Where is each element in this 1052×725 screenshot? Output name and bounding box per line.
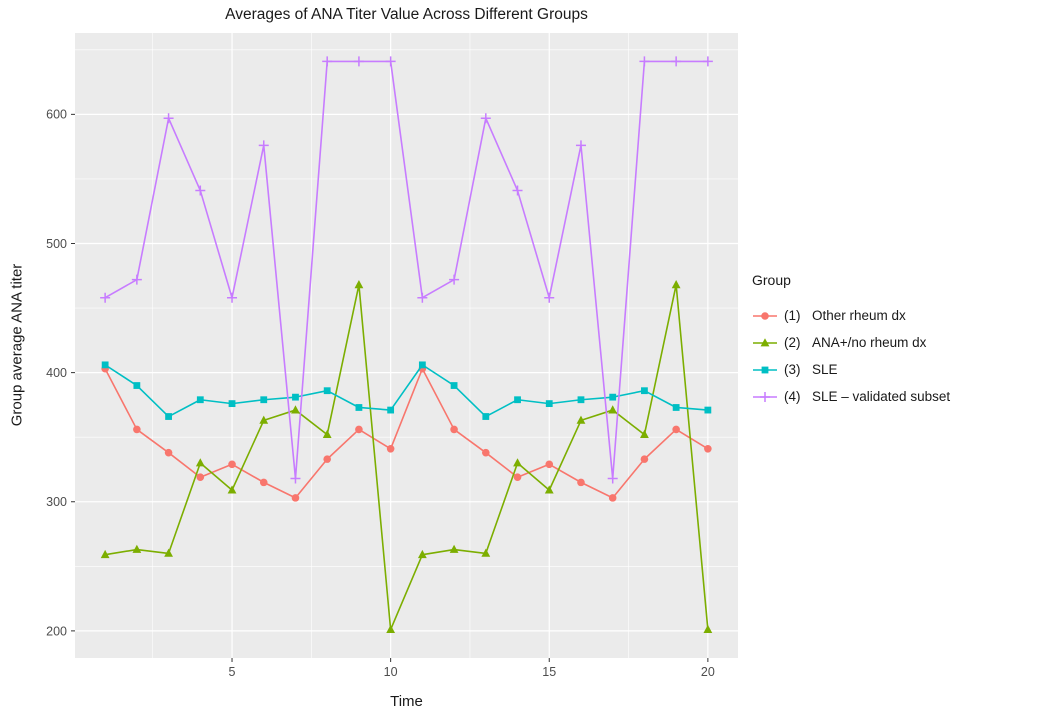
chart-title: Averages of ANA Titer Value Across Diffe… — [225, 6, 588, 23]
legend-item-number: (2) — [784, 335, 801, 350]
legend-item-number: (4) — [784, 389, 801, 404]
legend-item-label: ANA+/no rheum dx — [812, 335, 927, 350]
circle-marker-key-icon — [753, 311, 777, 320]
legend-item-number: (1) — [784, 308, 801, 323]
legend-item-4: (4) SLE – validated subset — [752, 383, 950, 410]
legend-item-3: (3) SLE — [752, 356, 950, 383]
gridlines — [75, 33, 738, 658]
y-axis-title: Group average ANA titer — [8, 263, 26, 427]
legend-item-2: (2) ANA+/no rheum dx — [752, 329, 950, 356]
x-tick-label: 5 — [229, 665, 236, 679]
legend: Group (1) Other rheum dx (2) ANA+/no rheum … — [752, 272, 950, 410]
triangle-marker-key-icon — [753, 337, 777, 346]
legend-items: (1) Other rheum dx (2) ANA+/no rheum dx (3) S… — [752, 302, 950, 410]
legend-item-label: SLE — [812, 362, 838, 377]
series-1-circle — [101, 364, 712, 502]
y-tick-label: 400 — [46, 366, 67, 380]
x-tick-label: 15 — [542, 665, 556, 679]
x-tick-label: 10 — [384, 665, 398, 679]
axis-ticks: 200 300 400 500 600 5 10 15 20 — [46, 108, 715, 679]
legend-item-label: SLE – validated subset — [812, 389, 951, 404]
panel-background — [75, 33, 738, 658]
series-4-plus — [100, 56, 713, 484]
series-3-square — [101, 361, 712, 420]
square-marker-key-icon — [753, 366, 777, 373]
plus-marker-key-icon — [753, 391, 777, 402]
series-2-triangle — [100, 280, 713, 633]
x-axis-title: Time — [390, 693, 423, 710]
y-tick-label: 200 — [46, 624, 67, 638]
legend-title: Group — [752, 272, 791, 288]
legend-item-label: Other rheum dx — [812, 308, 906, 323]
legend-item-1: (1) Other rheum dx — [752, 302, 950, 329]
x-tick-label: 20 — [701, 665, 715, 679]
y-tick-label: 500 — [46, 237, 67, 251]
legend-item-number: (3) — [784, 362, 801, 377]
y-tick-label: 300 — [46, 495, 67, 509]
y-tick-label: 600 — [46, 108, 67, 122]
